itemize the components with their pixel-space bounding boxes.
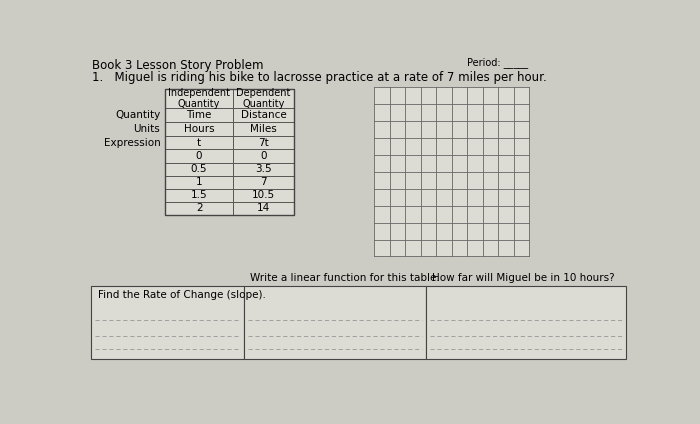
Text: Book 3 Lesson Story Problem: Book 3 Lesson Story Problem — [92, 59, 264, 72]
Text: Hours: Hours — [184, 124, 214, 134]
Text: Quantity: Quantity — [115, 110, 160, 120]
Text: 14: 14 — [257, 204, 270, 213]
Text: 0: 0 — [196, 151, 202, 161]
Text: t: t — [197, 137, 201, 148]
Text: Period: _____: Period: _____ — [468, 57, 528, 68]
Text: 7: 7 — [260, 177, 267, 187]
Text: 10.5: 10.5 — [252, 190, 275, 200]
Text: 0: 0 — [260, 151, 267, 161]
Text: 3.5: 3.5 — [255, 164, 272, 174]
Text: Distance: Distance — [241, 110, 286, 120]
Text: How far will Miguel be in 10 hours?: How far will Miguel be in 10 hours? — [433, 273, 615, 283]
Text: 1: 1 — [196, 177, 202, 187]
Text: Units: Units — [134, 124, 160, 134]
Text: Independent
Quantity: Independent Quantity — [168, 88, 230, 109]
Text: Time: Time — [186, 110, 212, 120]
Text: Write a linear function for this table.: Write a linear function for this table. — [251, 273, 440, 283]
Text: Miles: Miles — [250, 124, 276, 134]
Text: Find the Rate of Change (slope).: Find the Rate of Change (slope). — [97, 290, 265, 300]
Text: Expression: Expression — [104, 137, 160, 148]
Bar — [165, 89, 294, 215]
Bar — [426, 286, 626, 359]
Text: 0.5: 0.5 — [191, 164, 207, 174]
Text: 7t: 7t — [258, 137, 269, 148]
Bar — [244, 286, 426, 359]
Text: 2: 2 — [196, 204, 202, 213]
Bar — [165, 89, 294, 215]
Bar — [374, 87, 529, 257]
Text: Dependent
Quantity: Dependent Quantity — [236, 88, 290, 109]
Text: 1.   Miguel is riding his bike to lacrosse practice at a rate of 7 miles per hou: 1. Miguel is riding his bike to lacrosse… — [92, 71, 547, 84]
Bar — [92, 286, 244, 359]
Text: 1.5: 1.5 — [191, 190, 207, 200]
